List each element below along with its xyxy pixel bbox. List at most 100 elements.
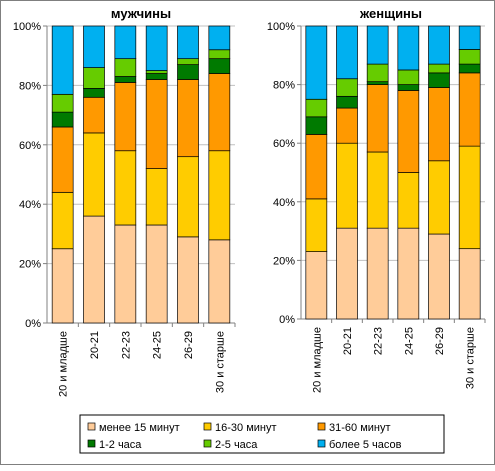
bar-segment — [114, 76, 137, 83]
bar-segment — [51, 25, 74, 95]
bar-segment — [83, 88, 105, 98]
bar-segment — [428, 87, 450, 162]
bar-segment — [177, 79, 199, 158]
bar-segment — [336, 227, 358, 320]
bar-segment — [114, 25, 137, 60]
bar-segment — [208, 73, 231, 152]
bar-segment — [305, 251, 328, 320]
bar-segment — [397, 84, 420, 91]
bar-segment — [366, 63, 389, 83]
y-tick-label: 0% — [279, 314, 295, 326]
legend-swatch — [87, 422, 96, 431]
panel-title: женщины — [359, 6, 422, 21]
bar-segment — [114, 82, 137, 152]
legend-box — [79, 414, 445, 454]
legend: менее 15 минут 16-30 минут 31-60 минут 1-2 … — [79, 414, 445, 454]
legend-label: 1-2 часа — [99, 439, 142, 451]
legend-swatch — [203, 422, 212, 431]
y-tick-label: 20% — [273, 255, 295, 267]
bar-segment — [305, 98, 328, 118]
bar-segment — [428, 63, 450, 74]
bar-segment — [397, 172, 420, 229]
y-tick-label: 40% — [273, 197, 295, 209]
bar-segment — [177, 236, 199, 324]
bar-segment — [336, 78, 358, 97]
bar-segment — [114, 150, 137, 226]
bar-segment — [428, 25, 450, 65]
bar-segment — [145, 73, 168, 80]
bar-segment — [145, 79, 168, 169]
bar-segment — [51, 126, 74, 193]
bar-segment — [83, 25, 105, 68]
bar-segment — [83, 132, 105, 217]
bar-segment — [305, 198, 328, 252]
chart-panel-women: женщины 0% 20% 40% 60% 80% 100% 20 и младше 20-2… — [267, 6, 486, 393]
bar-segment — [366, 81, 389, 85]
bar-segment — [458, 72, 481, 147]
bar-segment — [114, 58, 137, 77]
legend-label: 2-5 часа — [215, 439, 258, 451]
bar-segment — [51, 248, 74, 324]
bar-segment — [397, 69, 420, 85]
legend-label: 31-60 минут — [329, 422, 391, 434]
legend-swatch — [203, 439, 212, 448]
bar-segment — [458, 248, 481, 320]
bar-segment — [83, 96, 105, 134]
y-tick-label: 0% — [25, 318, 41, 330]
legend-swatch — [317, 422, 326, 431]
panel-title: мужчины — [111, 6, 171, 21]
legend-label: менее 15 минут — [99, 422, 180, 434]
x-tick-label: 30 и старше — [214, 331, 226, 393]
bar-segment — [208, 58, 231, 74]
bar-segment — [428, 233, 450, 320]
x-tick-label: 20 и младше — [311, 327, 323, 393]
y-tick-label: 80% — [19, 80, 41, 92]
x-tick-label: 22-23 — [373, 327, 385, 355]
bar-segment — [51, 111, 74, 128]
y-tick-label: 80% — [273, 80, 295, 92]
bar-segment — [428, 72, 450, 88]
bar-segment — [208, 25, 231, 51]
legend-swatch — [317, 439, 326, 448]
bar-segment — [305, 134, 328, 200]
bar-segment — [208, 239, 231, 324]
bar-segment — [428, 160, 450, 235]
bar-segment — [208, 150, 231, 241]
bar-segment — [336, 107, 358, 144]
x-tick-label: 24-25 — [403, 327, 415, 355]
y-tick-label: 100% — [267, 21, 295, 33]
bar-segment — [397, 90, 420, 173]
bar-segment — [397, 25, 420, 71]
bar-segment — [366, 25, 389, 65]
bar-segment — [458, 49, 481, 65]
y-tick-label: 60% — [19, 140, 41, 152]
bar-segment — [336, 25, 358, 80]
bar-segment — [51, 93, 74, 113]
legend-swatch — [87, 439, 96, 448]
x-tick-label: 22-23 — [120, 331, 132, 359]
x-tick-label: 20 и младше — [58, 331, 70, 397]
bar-segment — [83, 67, 105, 89]
bar-segment — [336, 95, 358, 109]
bar-segment — [305, 25, 328, 100]
bar-segment — [366, 151, 389, 229]
chart-panel-men: мужчины 0% 20% 40% 60% 80% 100% 20 и младше 20-2… — [13, 6, 236, 397]
bar-segment — [145, 70, 168, 74]
bar-segment — [305, 116, 328, 135]
bar-segment — [51, 191, 74, 250]
y-tick-label: 100% — [13, 21, 41, 33]
bar-segment — [366, 84, 389, 153]
x-tick-label: 26-29 — [434, 327, 446, 355]
bar-segment — [458, 63, 481, 74]
bar-segment — [208, 49, 231, 60]
bar-segment — [177, 64, 199, 80]
x-tick-label: 26-29 — [183, 331, 195, 359]
bar-segment — [177, 156, 199, 238]
bar-segment — [397, 227, 420, 320]
bar-segment — [366, 227, 389, 320]
bar-segment — [145, 168, 168, 226]
bar-segment — [145, 25, 168, 71]
x-tick-label: 30 и старше — [465, 327, 477, 389]
